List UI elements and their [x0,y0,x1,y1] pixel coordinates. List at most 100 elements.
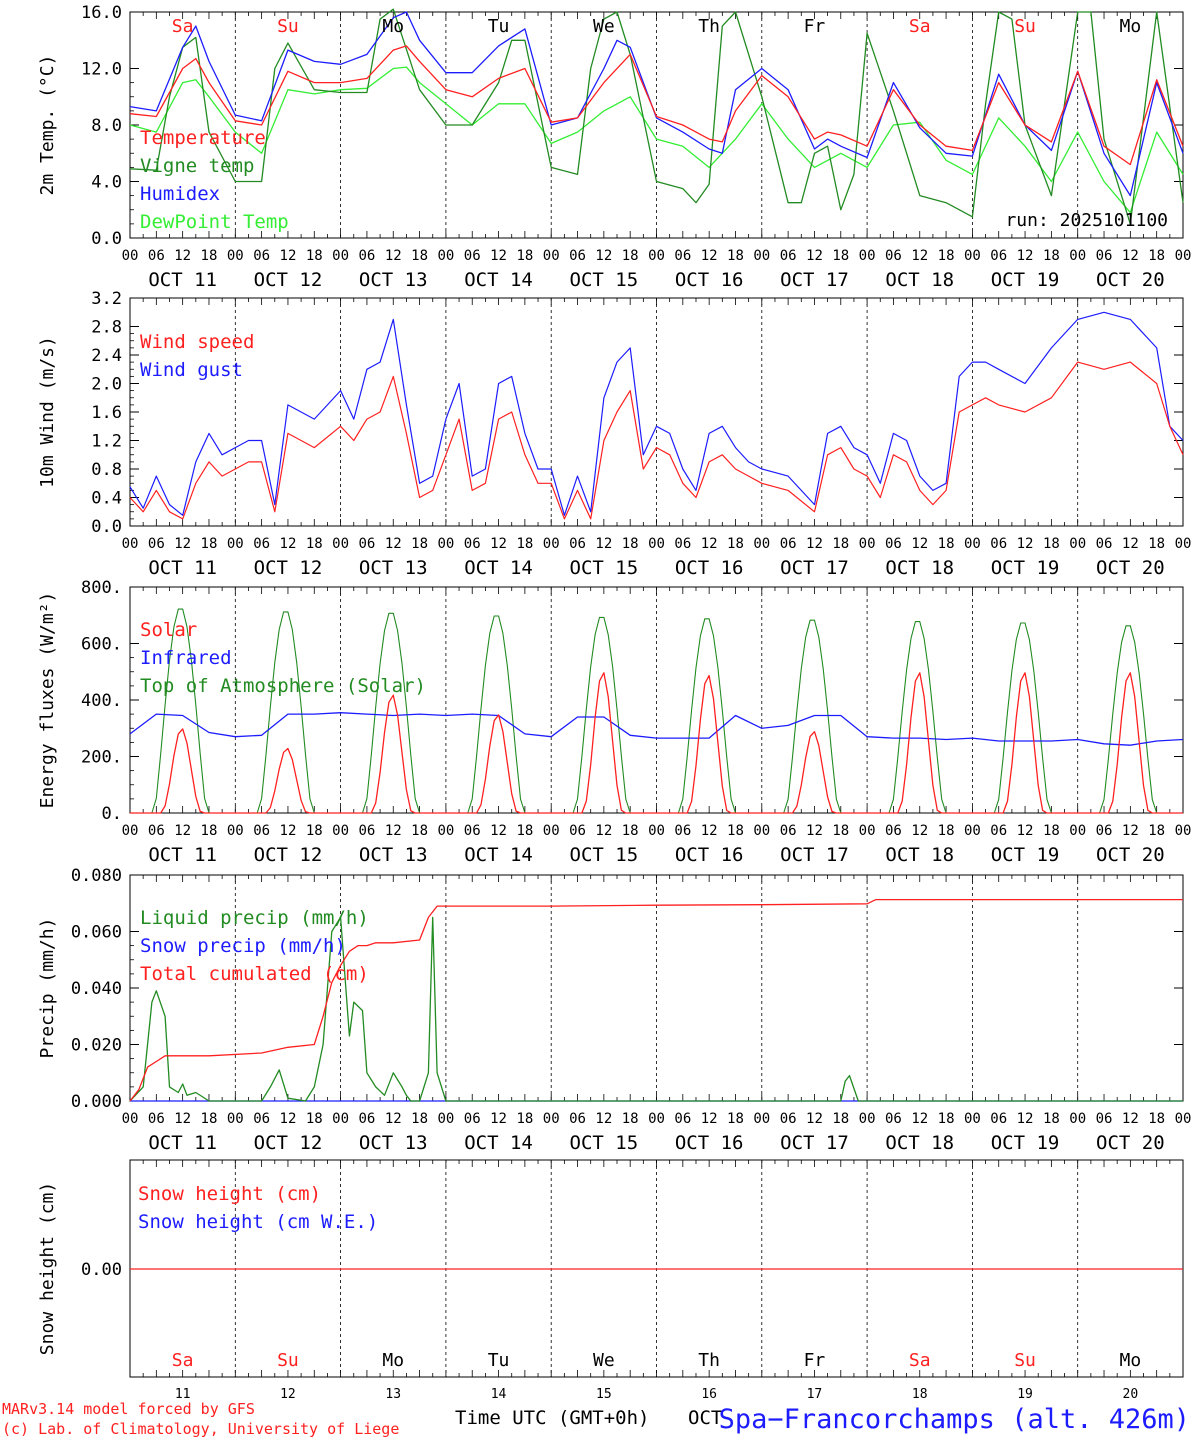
panel-1: 0.0 4.0 8.0 12.0 16.0 2m Temp. (°C) 00 06 12 18 OC… [37,3,1191,291]
legend-entry: Snow height (cm W.E.) [138,1211,378,1233]
hour-tick-label: 06 [464,1111,481,1127]
series-line-vigne-temp [129,8,1184,225]
hour-tick-label: 12 [490,536,507,552]
legend-entry: Infrared [140,647,232,669]
weekday-label: Mo [1120,1350,1142,1371]
date-label: OCT 14 [464,844,533,866]
legend-entry: DewPoint Temp [140,211,289,233]
y-axis-label: Energy fluxes (W/m²) [37,592,58,809]
hour-tick-label: 18 [1043,1111,1060,1127]
series-line-toa-solar [130,608,1183,814]
hour-tick-label: 12 [911,248,928,264]
hour-tick-label: 18 [306,248,323,264]
station-label: Spa−Francorchamps (alt. 426m) [719,1404,1190,1435]
legend-entry: Total cumulated (cm) [140,963,369,985]
hour-tick-label: 18 [622,248,639,264]
weekday-label: Fr [804,1350,826,1371]
hour-tick-label: 06 [569,536,586,552]
hour-tick-label: 06 [148,248,165,264]
weekday-label: Tu [488,16,510,37]
day-number: 13 [385,1387,401,1402]
hour-tick-label: 18 [411,536,428,552]
hour-tick-label: 00 [648,1111,665,1127]
hour-tick-label: 18 [727,1111,744,1127]
hour-tick-label: 00 [543,1111,560,1127]
hour-tick-label: 06 [674,823,691,839]
hour-tick-label: 12 [280,248,297,264]
hour-tick-label: 00 [543,536,560,552]
hour-tick-label: 06 [358,248,375,264]
panel-2: 0.0 0.4 0.8 1.2 1.6 2.0 2.4 2.8 3.2 10m Wind (m/s… [37,289,1191,579]
date-label: OCT 14 [464,269,533,291]
hour-tick-label: 06 [1096,248,1113,264]
weekday-label: Fr [804,16,826,37]
y-tick-label: 200. [81,748,122,768]
hour-tick-label: 00 [332,536,349,552]
legend-entry: Snow precip (mm/h) [140,935,346,957]
hour-tick-label: 12 [1122,823,1139,839]
hour-tick-label: 06 [990,536,1007,552]
credit-line-2: (c) Lab. of Climatology, University of L… [2,1420,399,1438]
hour-tick-label: 06 [674,248,691,264]
credit-line-1: MARv3.14 model forced by GFS [2,1400,255,1418]
hour-tick-label: 06 [464,536,481,552]
hour-tick-label: 06 [148,823,165,839]
date-label: OCT 19 [991,557,1060,579]
date-label: OCT 14 [464,1132,533,1154]
date-label: OCT 18 [885,844,954,866]
hour-tick-label: 12 [174,248,191,264]
hour-tick-label: 00 [332,823,349,839]
date-label: OCT 14 [464,557,533,579]
y-tick-label: 4.0 [91,173,122,193]
date-label: OCT 12 [254,844,323,866]
weekday-label: Mo [382,1350,404,1371]
hour-tick-label: 12 [911,1111,928,1127]
hour-tick-label: 18 [516,248,533,264]
hour-tick-label: 18 [306,823,323,839]
time-axis-label: Time UTC (GMT+0h) [455,1407,649,1429]
weekday-label: Sa [909,16,931,37]
hour-tick-label: 06 [569,1111,586,1127]
weekday-label: Th [698,1350,720,1371]
hour-tick-label: 00 [1069,536,1086,552]
hour-tick-label: 18 [832,1111,849,1127]
y-tick-label: 2.8 [91,318,122,338]
hour-tick-label: 06 [358,823,375,839]
y-tick-label: 8.0 [91,116,122,136]
hour-tick-label: 12 [385,823,402,839]
legend-entry: Top of Atmosphere (Solar) [140,675,426,697]
legend-entry: Wind gust [140,359,243,381]
legend-entry: Vigne temp [140,155,254,177]
date-label: OCT 16 [675,557,744,579]
hour-tick-label: 06 [990,1111,1007,1127]
hour-tick-label: 18 [411,1111,428,1127]
hour-tick-label: 00 [1069,248,1086,264]
y-tick-label: 0. [102,804,122,824]
hour-tick-label: 18 [306,536,323,552]
day-number: 15 [596,1387,612,1402]
y-tick-label: 16.0 [81,3,122,23]
hour-tick-label: 18 [727,536,744,552]
y-tick-label: 2.4 [91,346,122,366]
series-line-wind-gust [129,311,1184,516]
date-label: OCT 13 [359,844,428,866]
hour-tick-label: 06 [358,536,375,552]
weekday-label: Mo [382,16,404,37]
hour-tick-label: 00 [964,536,981,552]
hour-tick-label: 00 [437,536,454,552]
hour-tick-label: 06 [253,248,270,264]
weekday-label: Sa [909,1350,931,1371]
hour-tick-label: 12 [595,823,612,839]
hour-tick-label: 12 [280,823,297,839]
hour-tick-label: 12 [174,536,191,552]
hour-tick-label: 00 [1069,1111,1086,1127]
hour-tick-label: 12 [806,536,823,552]
series-line-solar [130,672,1183,814]
hour-tick-label: 00 [753,823,770,839]
hour-tick-label: 00 [964,1111,981,1127]
y-tick-label: 0.000 [71,1092,122,1112]
hour-tick-label: 18 [622,823,639,839]
hour-tick-label: 12 [806,1111,823,1127]
month-label: OCT [688,1407,722,1429]
series-line-dewpoint-temp [129,66,1184,214]
